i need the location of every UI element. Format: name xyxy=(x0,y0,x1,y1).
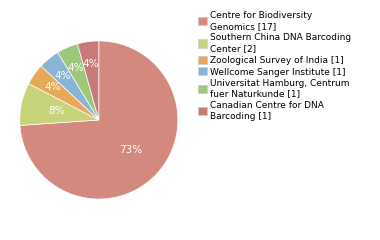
Legend: Centre for Biodiversity
Genomics [17], Southern China DNA Barcoding
Center [2], : Centre for Biodiversity Genomics [17], S… xyxy=(198,11,352,121)
Wedge shape xyxy=(41,53,99,120)
Text: 4%: 4% xyxy=(44,82,60,92)
Wedge shape xyxy=(28,66,99,120)
Wedge shape xyxy=(78,41,99,120)
Text: 8%: 8% xyxy=(48,106,65,116)
Text: 4%: 4% xyxy=(83,59,99,69)
Text: 4%: 4% xyxy=(68,63,84,73)
Text: 4%: 4% xyxy=(55,71,71,81)
Wedge shape xyxy=(20,41,178,199)
Wedge shape xyxy=(58,44,99,120)
Text: 73%: 73% xyxy=(119,145,142,155)
Wedge shape xyxy=(20,84,99,125)
